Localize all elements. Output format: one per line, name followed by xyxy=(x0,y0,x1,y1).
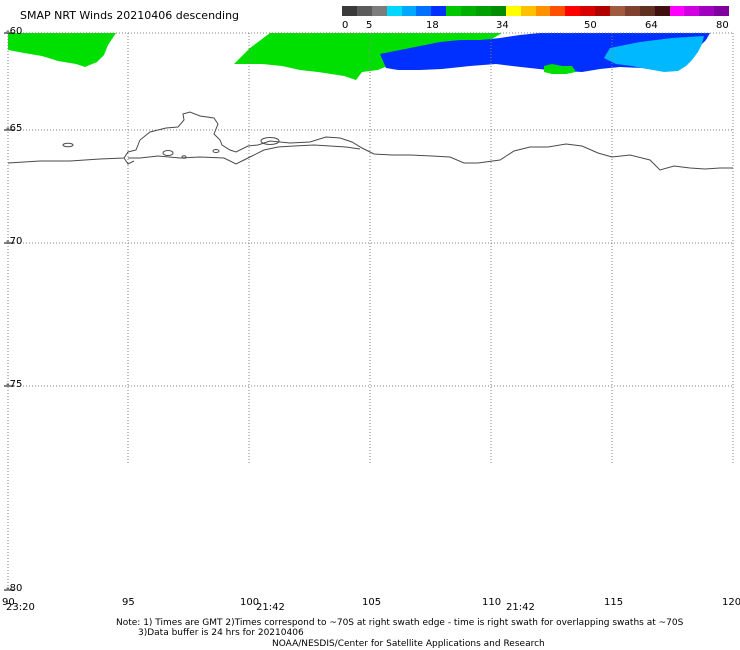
island-tiny xyxy=(212,149,220,153)
colorbar-segment xyxy=(714,6,730,16)
colorbar-segment xyxy=(401,6,417,16)
colorbar-segment xyxy=(476,6,491,16)
note-line-3: NOAA/NESDIS/Center for Satellite Applica… xyxy=(272,639,545,649)
lon-label-110: 110 xyxy=(482,597,502,608)
colorbar-label-64: 64 xyxy=(645,20,658,31)
colorbar-label-50: 50 xyxy=(584,20,597,31)
colorbar-segment xyxy=(580,6,596,16)
colorbar-segment xyxy=(669,6,685,16)
antarctic-coastline xyxy=(7,111,733,171)
graticule xyxy=(8,33,733,464)
swath-time-1: 23:20 xyxy=(6,602,35,613)
coast-bay xyxy=(123,157,135,165)
lon-label-120: 120 xyxy=(722,597,740,608)
lon-label-100: 100 xyxy=(240,597,260,608)
lat-label-75: -75 xyxy=(6,379,23,390)
island-center xyxy=(162,150,174,156)
colorbar-segment xyxy=(342,6,357,16)
lat-label-60: -60 xyxy=(6,26,23,37)
colorbar-segment xyxy=(490,6,506,16)
wind-swath-left xyxy=(8,33,116,67)
wind-speed-colorbar xyxy=(342,6,730,16)
swath-time-3: 21:42 xyxy=(506,602,535,613)
colorbar-segment xyxy=(654,6,670,16)
island-small xyxy=(181,155,187,159)
colorbar-segment xyxy=(610,6,625,16)
island-east xyxy=(260,137,280,145)
colorbar-segment xyxy=(565,6,581,16)
colorbar-segment xyxy=(356,6,372,16)
colorbar-segment xyxy=(431,6,447,16)
note-line-1: Note: 1) Times are GMT 2)Times correspon… xyxy=(116,618,684,628)
colorbar-label-34: 34 xyxy=(496,20,509,31)
colorbar-segment xyxy=(371,6,387,16)
colorbar-segment xyxy=(699,6,715,16)
colorbar-label-80: 80 xyxy=(716,20,729,31)
lat-label-80: -80 xyxy=(6,583,23,594)
wind-swath-right-lightblue xyxy=(604,36,704,72)
colorbar-segment xyxy=(639,6,655,16)
colorbar-segment xyxy=(550,6,566,16)
lon-label-115: 115 xyxy=(604,597,624,608)
colorbar-segment xyxy=(684,6,700,16)
colorbar-label-18: 18 xyxy=(426,20,439,31)
coast-inner-edge xyxy=(128,144,361,165)
colorbar-label-5: 5 xyxy=(366,20,373,31)
note-line-2: 3)Data buffer is 24 hrs for 20210406 xyxy=(138,628,304,638)
lat-tick-marks xyxy=(4,32,14,591)
colorbar-segment xyxy=(386,6,402,16)
lat-label-70: -70 xyxy=(6,236,23,247)
colorbar-segment xyxy=(416,6,432,16)
colorbar-segment xyxy=(595,6,611,16)
island-west xyxy=(62,142,74,148)
lon-label-90: 90 xyxy=(2,597,15,608)
colorbar-segment xyxy=(520,6,536,16)
colorbar-segment xyxy=(505,6,521,16)
colorbar-label-0: 0 xyxy=(342,20,349,31)
colorbar-segment xyxy=(446,6,462,16)
wind-swath-right-green xyxy=(544,64,576,74)
colorbar-segment xyxy=(624,6,640,16)
lon-label-105: 105 xyxy=(362,597,382,608)
lon-label-95: 95 xyxy=(122,597,135,608)
colorbar-segment xyxy=(461,6,477,16)
swath-time-2: 21:42 xyxy=(256,602,285,613)
colorbar-segment xyxy=(535,6,551,16)
lat-label-65: -65 xyxy=(6,123,23,134)
map-title: SMAP NRT Winds 20210406 descending xyxy=(20,9,240,22)
